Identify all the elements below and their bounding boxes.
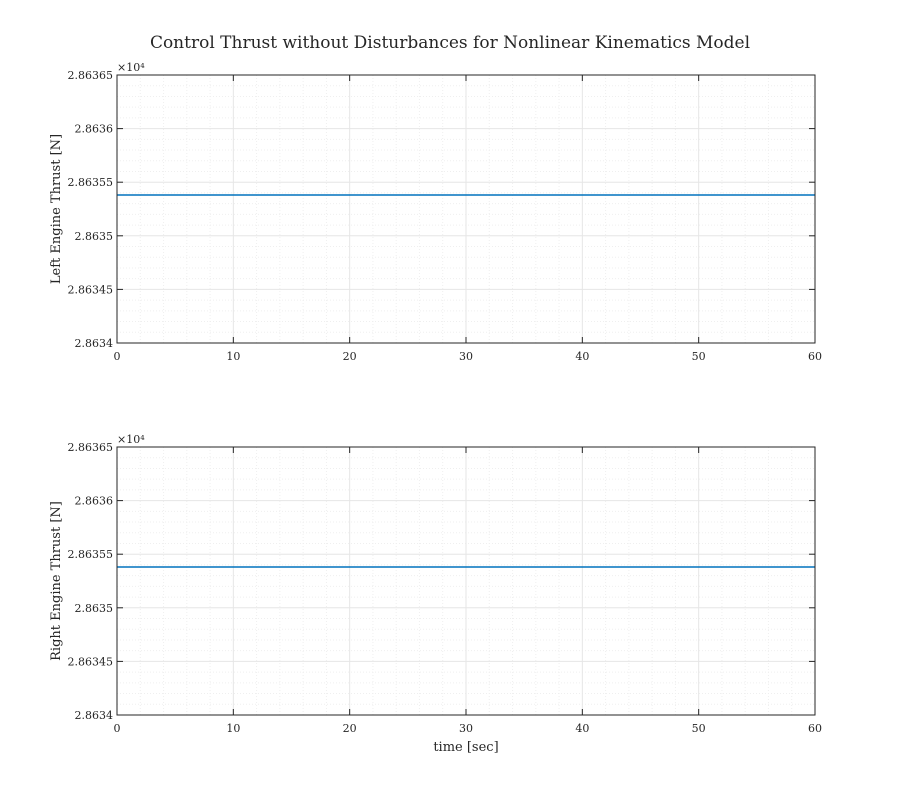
x-tick-label: 30	[459, 722, 473, 735]
y-tick-label: 2.86345	[68, 283, 114, 296]
figure-title: Control Thrust without Disturbances for …	[150, 33, 750, 53]
x-tick-label: 30	[459, 350, 473, 363]
y-tick-label: 2.8636	[75, 123, 114, 136]
x-tick-label: 20	[343, 350, 357, 363]
major-grid	[116, 74, 816, 344]
left-engine-thrust-axes: 0 10 20 30 40 50 60 2.8634 2.86345 2.8635 2.86355…	[49, 61, 822, 363]
x-tick-label: 40	[575, 722, 589, 735]
y-exponent-label: ×10⁴	[117, 61, 145, 74]
x-tick-label: 50	[692, 722, 706, 735]
y-tick-label: 2.86365	[68, 441, 114, 454]
major-grid	[116, 446, 816, 716]
x-tick-label: 60	[808, 722, 822, 735]
x-tick-labels: 0 10 20 30 40 50 60	[114, 722, 823, 735]
x-tick-label: 20	[343, 722, 357, 735]
x-tick-label: 60	[808, 350, 822, 363]
y-tick-label: 2.86365	[68, 69, 114, 82]
y-axis-label: Left Engine Thrust [N]	[49, 134, 64, 284]
y-tick-label: 2.8634	[75, 337, 114, 350]
y-tick-label: 2.8636	[75, 495, 114, 508]
x-tick-label: 40	[575, 350, 589, 363]
y-tick-label: 2.86355	[68, 176, 114, 189]
tick-marks	[116, 74, 816, 344]
y-tick-label: 2.8635	[75, 602, 114, 615]
y-tick-label: 2.86345	[68, 655, 114, 668]
x-tick-labels: 0 10 20 30 40 50 60	[114, 350, 823, 363]
tick-marks	[116, 446, 816, 716]
x-axis-label: time [sec]	[433, 740, 498, 755]
y-tick-label: 2.8634	[75, 709, 114, 722]
x-tick-label: 10	[226, 722, 240, 735]
x-tick-label: 50	[692, 350, 706, 363]
right-engine-thrust-axes: 0 10 20 30 40 50 60 2.8634 2.86345 2.8635 2.86355…	[49, 433, 822, 755]
y-tick-label: 2.8635	[75, 230, 114, 243]
x-tick-label: 10	[226, 350, 240, 363]
x-tick-label: 0	[114, 350, 121, 363]
x-tick-label: 0	[114, 722, 121, 735]
y-tick-labels: 2.8634 2.86345 2.8635 2.86355 2.8636 2.86365	[68, 441, 114, 722]
y-exponent-label: ×10⁴	[117, 433, 145, 446]
y-tick-label: 2.86355	[68, 548, 114, 561]
y-tick-labels: 2.8634 2.86345 2.8635 2.86355 2.8636 2.86365	[68, 69, 114, 350]
y-axis-label: Right Engine Thrust [N]	[49, 501, 64, 661]
